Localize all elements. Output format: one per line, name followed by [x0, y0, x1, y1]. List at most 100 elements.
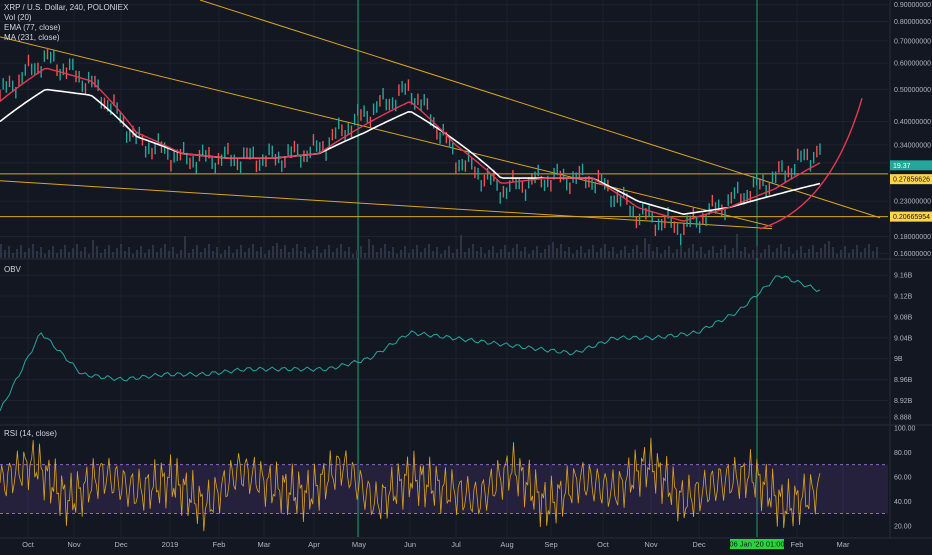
volume-bar: [716, 253, 718, 258]
volume-bar: [528, 254, 530, 258]
trendline: [199, 0, 881, 219]
time-tick-label: Dec: [692, 540, 706, 549]
volume-bar: [764, 249, 766, 258]
trendline: [0, 36, 773, 227]
volume-bar: [524, 247, 526, 258]
volume-bar: [708, 250, 710, 258]
volume-bar: [24, 252, 26, 258]
volume-bar: [68, 252, 70, 258]
volume-bar: [148, 249, 150, 258]
volume-bar: [88, 254, 90, 258]
volume-bar: [432, 251, 434, 258]
volume-bar: [168, 251, 170, 258]
volume-bar: [200, 252, 202, 258]
projection-curve: [759, 98, 863, 230]
time-tick-label: Oct: [22, 540, 35, 549]
volume-bar: [624, 246, 626, 258]
volume-bar: [820, 248, 822, 258]
volume-bar: [156, 252, 158, 258]
volume-bar: [384, 244, 386, 258]
volume-bar: [856, 245, 858, 258]
price-badge: [890, 174, 932, 185]
volume-bar: [308, 254, 310, 258]
time-badge-label: 06 Jan '20 01:00: [729, 540, 784, 549]
volume-bar: [116, 248, 118, 258]
price-axis[interactable]: 0.90000000 0.80000000 0.70000000 0.60000000…: [894, 2, 931, 530]
volume-bar: [152, 245, 154, 258]
volume-bar: [32, 244, 34, 258]
volume-bar: [564, 251, 566, 258]
volume-bar: [872, 251, 874, 258]
volume-bar: [800, 246, 802, 258]
volume-bar: [392, 247, 394, 258]
legend: XRP / U.S. Dollar, 240, POLONIEX Vol (20…: [4, 3, 128, 43]
volume-bar: [728, 252, 730, 258]
volume-bar: [104, 249, 106, 258]
volume-bar: [208, 244, 210, 258]
volume-bar: [748, 254, 750, 258]
volume-bar: [84, 247, 86, 258]
price-tick-label: 0.34000000: [894, 142, 931, 149]
trendlines[interactable]: [0, 0, 888, 230]
price-badge: [890, 160, 932, 171]
volume-bar: [516, 244, 518, 258]
volume-bar: [712, 246, 714, 258]
volume-bar: [416, 245, 418, 258]
obv-tick-label: 9.12B: [894, 293, 913, 300]
price-tick-label: 0.50000000: [894, 87, 931, 94]
volume-bar: [828, 241, 830, 258]
volume-bar: [848, 253, 850, 258]
volume-bar: [252, 244, 254, 258]
volume-bar: [676, 249, 678, 258]
volume-bar: [536, 246, 538, 258]
trendline: [0, 180, 773, 230]
volume-bar: [488, 250, 490, 258]
volume-bar: [596, 252, 598, 258]
volume-bar: [452, 253, 454, 258]
volume-bar: [456, 249, 458, 258]
volume-bar: [468, 248, 470, 258]
legend-vol: Vol (20): [4, 13, 32, 22]
volume-bar: [736, 234, 738, 258]
vertical-markers: [357, 0, 758, 537]
volume-bar: [284, 245, 286, 258]
volume-bar: [636, 245, 638, 258]
volume-bar: [80, 251, 82, 258]
volume-bar: [476, 251, 478, 258]
volume-bar: [144, 253, 146, 258]
volume-bar: [0, 244, 2, 258]
volume-bar: [732, 248, 734, 258]
volume-bar: [276, 243, 278, 258]
volume-bar: [180, 250, 182, 258]
volume-bar: [724, 245, 726, 258]
volume-bar: [420, 252, 422, 258]
volume-bar: [260, 247, 262, 258]
time-tick-label: Jul: [451, 540, 461, 549]
volume-bar: [372, 245, 374, 258]
volume-bar: [40, 247, 42, 258]
volume-bar: [660, 254, 662, 258]
volume-bar: [464, 252, 466, 258]
time-tick-label: Aug: [500, 540, 513, 549]
price-tick-label: 0.23000000: [894, 199, 931, 206]
time-axis[interactable]: Oct Nov Dec 2019 Feb Mar Apr May Jun Jul Aug Sep Oct…: [22, 540, 850, 549]
volume-bar: [96, 246, 98, 258]
volume-bar: [164, 244, 166, 258]
volume-bar: [500, 249, 502, 258]
volume-bar: [740, 251, 742, 258]
time-tick-label: Nov: [644, 540, 658, 549]
volume-bar: [428, 244, 430, 258]
volume-bar: [876, 247, 878, 258]
volume-bar: [604, 244, 606, 258]
volume-bar: [684, 252, 686, 258]
symbol-title: XRP / U.S. Dollar, 240, POLONIEX: [4, 3, 129, 12]
volume-bar: [460, 235, 462, 258]
volume-bar: [616, 254, 618, 258]
time-tick-label: Jun: [404, 540, 416, 549]
volume-bar: [400, 250, 402, 258]
volume-bar: [8, 246, 10, 258]
volume-bar: [388, 251, 390, 258]
volume-bar: [140, 246, 142, 258]
